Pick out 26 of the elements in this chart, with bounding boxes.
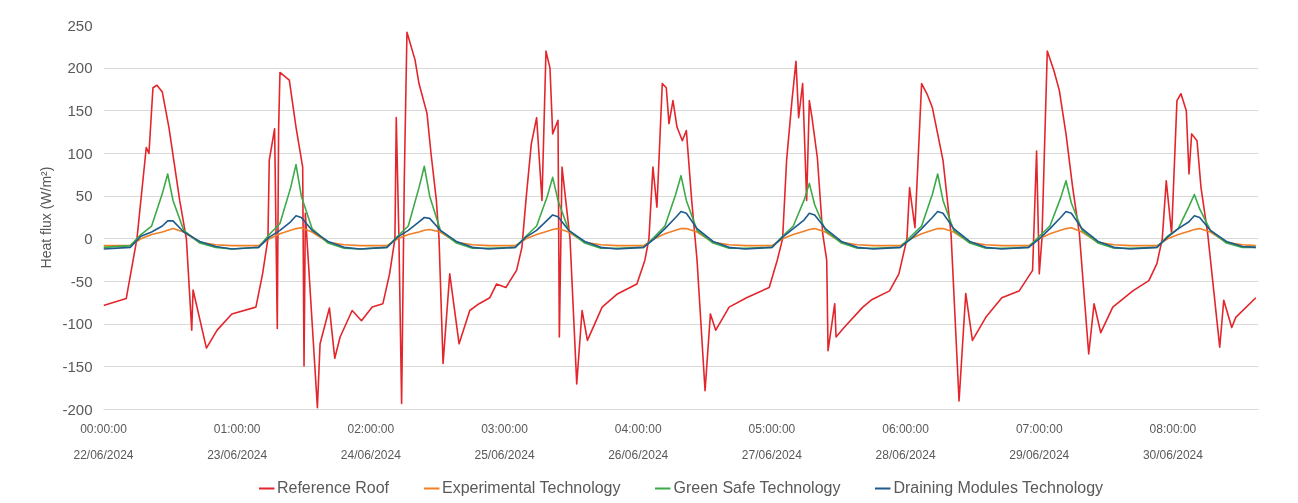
- legend-label: Reference Roof: [276, 479, 390, 497]
- x-tick-label: 08:00:00 30/06/2024: [1142, 421, 1204, 463]
- x-tick-label: 00:00:00 22/06/2024: [73, 421, 134, 463]
- y-tick-label: 50: [75, 187, 93, 205]
- y-tick-label: -100: [62, 315, 93, 333]
- x-tick-label: 07:00:00 29/06/2024: [1009, 421, 1070, 463]
- y-axis-title: Heat flux (W/m²): [38, 166, 55, 269]
- x-tick-label: 03:00:00 25/06/2024: [474, 421, 535, 463]
- y-tick-label: 100: [67, 144, 93, 162]
- x-tick-label: 04:00:00 26/06/2024: [608, 421, 669, 463]
- x-tick-label: 06:00:00 28/06/2024: [875, 421, 936, 463]
- y-tick-label: 250: [67, 16, 93, 34]
- y-tick-label: 150: [67, 101, 93, 119]
- line-series: [103, 210, 1257, 250]
- x-tick-label: 01:00:00 23/06/2024: [207, 421, 268, 463]
- y-tick-label: -50: [70, 272, 93, 290]
- y-tick-label: 200: [67, 59, 93, 77]
- y-tick-label: 0: [84, 229, 93, 247]
- x-tick-label: 05:00:00 27/06/2024: [741, 421, 803, 463]
- legend-label: Draining Modules Technology: [893, 479, 1104, 497]
- y-tick-label: -150: [62, 357, 93, 375]
- legend-label: Green Safe Technology: [673, 479, 841, 497]
- line-series: [103, 31, 1257, 409]
- legend-label: Experimental Technology: [442, 479, 621, 497]
- y-tick-label: -200: [62, 400, 93, 418]
- x-tick-label: 02:00:00 24/06/2024: [340, 421, 402, 463]
